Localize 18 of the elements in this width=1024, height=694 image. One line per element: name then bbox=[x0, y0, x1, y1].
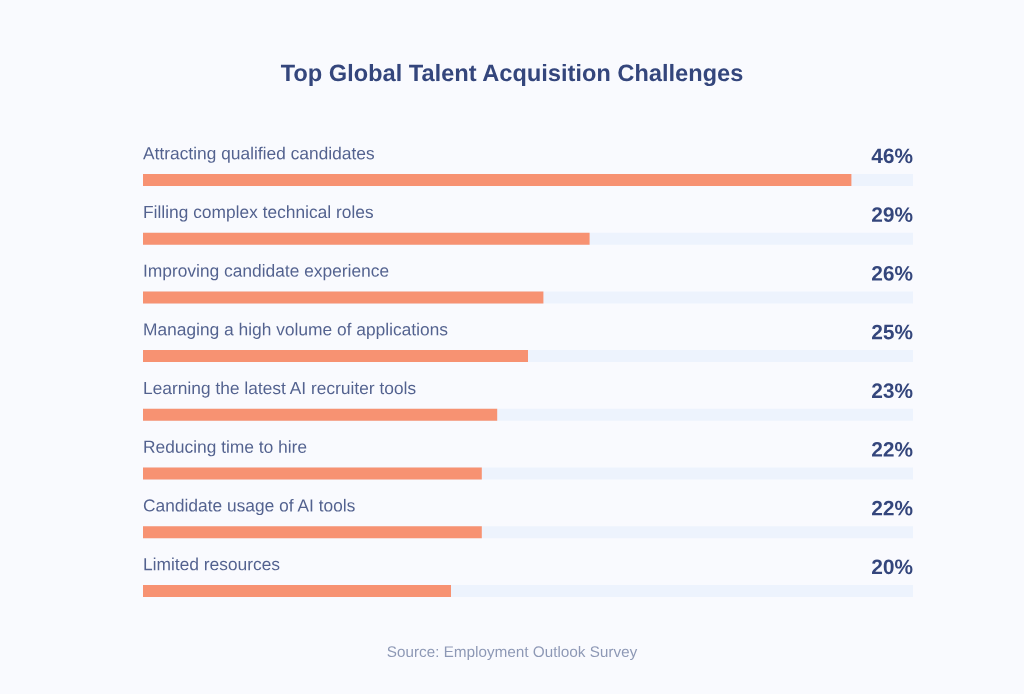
y-tick-label: Limited resources bbox=[144, 557, 280, 571]
y-tick-label: Filling complex technical roles bbox=[144, 205, 373, 222]
y-tick-label: Reducing time to hire bbox=[144, 440, 307, 457]
y-tick-label: Learning the latest AI recruiter tools bbox=[144, 381, 416, 398]
data-label: 46% bbox=[871, 148, 913, 164]
data-label: 22% bbox=[872, 442, 913, 457]
y-tick-label: Attracting qualified candidates bbox=[143, 146, 374, 163]
y-tick-label: Managing a high volume of applications bbox=[144, 322, 448, 339]
y-tick-label: Improving candidate experience bbox=[144, 264, 389, 281]
data-label: 23% bbox=[872, 383, 913, 399]
chart-title: Top Global Talent Acquisition Challenges bbox=[280, 63, 743, 87]
data-label: 22% bbox=[872, 500, 913, 516]
data-label: 29% bbox=[872, 207, 913, 222]
source-note: Source: Employment Outlook Survey bbox=[387, 645, 638, 661]
data-label: 26% bbox=[872, 265, 913, 281]
data-label: 25% bbox=[872, 324, 913, 340]
y-tick-label: Candidate usage of AI tools bbox=[143, 498, 355, 516]
data-label: 20% bbox=[872, 559, 913, 575]
